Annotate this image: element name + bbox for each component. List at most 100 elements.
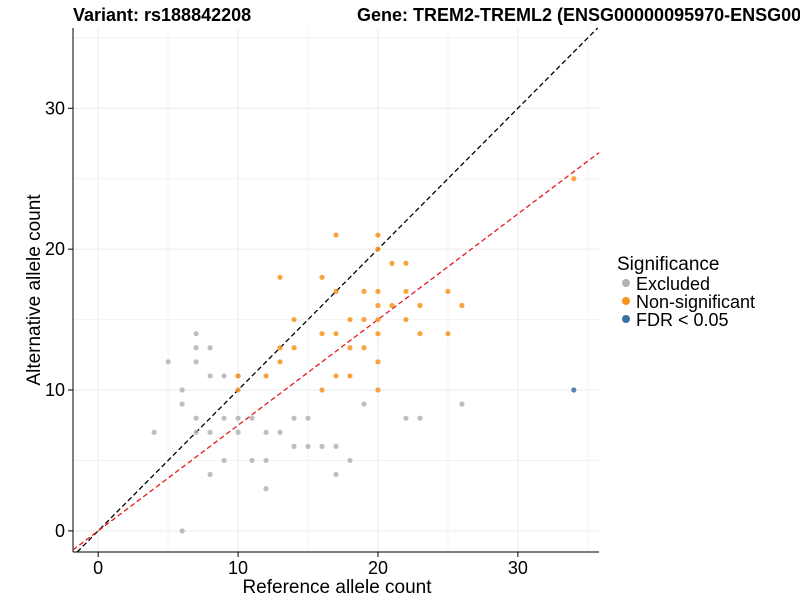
y-tick-label: 10 <box>45 380 65 400</box>
point-non-significant <box>347 373 353 379</box>
ticks-layer: 0 10 20 30 0 10 20 30 <box>45 98 528 578</box>
point-excluded <box>179 401 185 407</box>
point-excluded <box>347 457 353 464</box>
point-fdr-0-05 <box>571 387 577 393</box>
point-excluded <box>333 471 339 478</box>
point-non-significant <box>235 387 241 393</box>
point-excluded <box>179 528 185 534</box>
point-excluded <box>263 457 269 464</box>
point-excluded <box>165 359 171 365</box>
point-non-significant <box>347 316 353 323</box>
legend-key <box>622 279 630 287</box>
legend-label: Excluded <box>636 274 710 294</box>
legend-key <box>622 297 630 305</box>
point-excluded <box>235 415 241 421</box>
point-excluded <box>221 457 227 464</box>
point-non-significant <box>571 176 577 182</box>
point-excluded <box>291 443 297 449</box>
point-non-significant <box>361 288 367 295</box>
point-excluded <box>403 415 409 421</box>
point-excluded <box>263 486 269 492</box>
chart-title-variant: Variant: rs188842208 <box>73 5 251 25</box>
x-tick-label: 20 <box>368 558 388 578</box>
x-tick-label: 30 <box>508 558 528 578</box>
points-layer <box>151 176 577 534</box>
point-excluded <box>207 373 213 379</box>
chart-title-gene: Gene: TREM2-TREML2 (ENSG00000095970-ENSG… <box>357 5 800 25</box>
point-excluded <box>193 345 199 351</box>
reference-line-fitted <box>72 152 600 551</box>
point-non-significant <box>291 316 297 323</box>
point-non-significant <box>417 331 423 337</box>
x-axis-title: Reference allele count <box>242 577 432 598</box>
point-non-significant <box>291 345 297 351</box>
point-non-significant <box>375 288 381 295</box>
point-non-significant <box>389 302 395 309</box>
point-excluded <box>459 401 465 407</box>
point-non-significant <box>417 302 423 309</box>
point-excluded <box>305 415 311 421</box>
point-excluded <box>235 429 241 435</box>
point-non-significant <box>375 246 381 252</box>
point-non-significant <box>333 232 339 238</box>
point-excluded <box>361 401 367 407</box>
y-axis-title: Alternative allele count <box>24 194 45 386</box>
point-excluded <box>207 429 213 435</box>
point-excluded <box>277 429 283 435</box>
y-tick-label: 30 <box>45 98 65 118</box>
grid-layer <box>73 28 599 552</box>
point-non-significant <box>319 274 325 280</box>
legend-key <box>622 315 630 323</box>
point-excluded <box>249 457 255 464</box>
point-excluded <box>221 415 227 421</box>
point-non-significant <box>403 288 409 295</box>
point-excluded <box>193 359 199 365</box>
point-non-significant <box>333 373 339 379</box>
point-excluded <box>193 331 199 337</box>
point-excluded <box>207 471 213 478</box>
point-non-significant <box>375 302 381 309</box>
point-excluded <box>291 415 297 421</box>
point-excluded <box>249 415 255 421</box>
point-excluded <box>263 429 269 435</box>
x-tick-label: 0 <box>93 558 103 578</box>
point-excluded <box>193 415 199 421</box>
point-non-significant <box>403 316 409 323</box>
point-non-significant <box>375 331 381 337</box>
point-non-significant <box>445 331 451 337</box>
y-tick-label: 20 <box>45 239 65 259</box>
point-non-significant <box>277 345 283 351</box>
point-non-significant <box>235 373 241 379</box>
legend-label: FDR < 0.05 <box>636 310 729 330</box>
point-excluded <box>179 387 185 393</box>
point-non-significant <box>319 387 325 393</box>
point-excluded <box>333 443 339 449</box>
point-non-significant <box>375 387 381 393</box>
point-excluded <box>319 443 325 449</box>
point-non-significant <box>263 373 269 379</box>
point-excluded <box>207 345 213 351</box>
point-excluded <box>193 429 199 435</box>
point-non-significant <box>445 288 451 295</box>
point-non-significant <box>277 359 283 365</box>
point-non-significant <box>277 274 283 280</box>
point-excluded <box>305 443 311 449</box>
point-non-significant <box>333 331 339 337</box>
point-non-significant <box>319 331 325 337</box>
point-non-significant <box>403 260 409 266</box>
legend-title: Significance <box>617 254 719 275</box>
axes-layer <box>72 28 599 553</box>
point-non-significant <box>361 345 367 351</box>
point-non-significant <box>347 345 353 351</box>
point-excluded <box>221 373 227 379</box>
point-excluded <box>151 429 157 435</box>
point-non-significant <box>389 260 395 266</box>
point-non-significant <box>375 232 381 238</box>
point-non-significant <box>375 316 381 323</box>
point-non-significant <box>333 288 339 295</box>
x-tick-label: 10 <box>228 558 248 578</box>
legend: Significance ExcludedNon-significantFDR … <box>617 254 755 330</box>
y-tick-label: 0 <box>55 521 65 541</box>
